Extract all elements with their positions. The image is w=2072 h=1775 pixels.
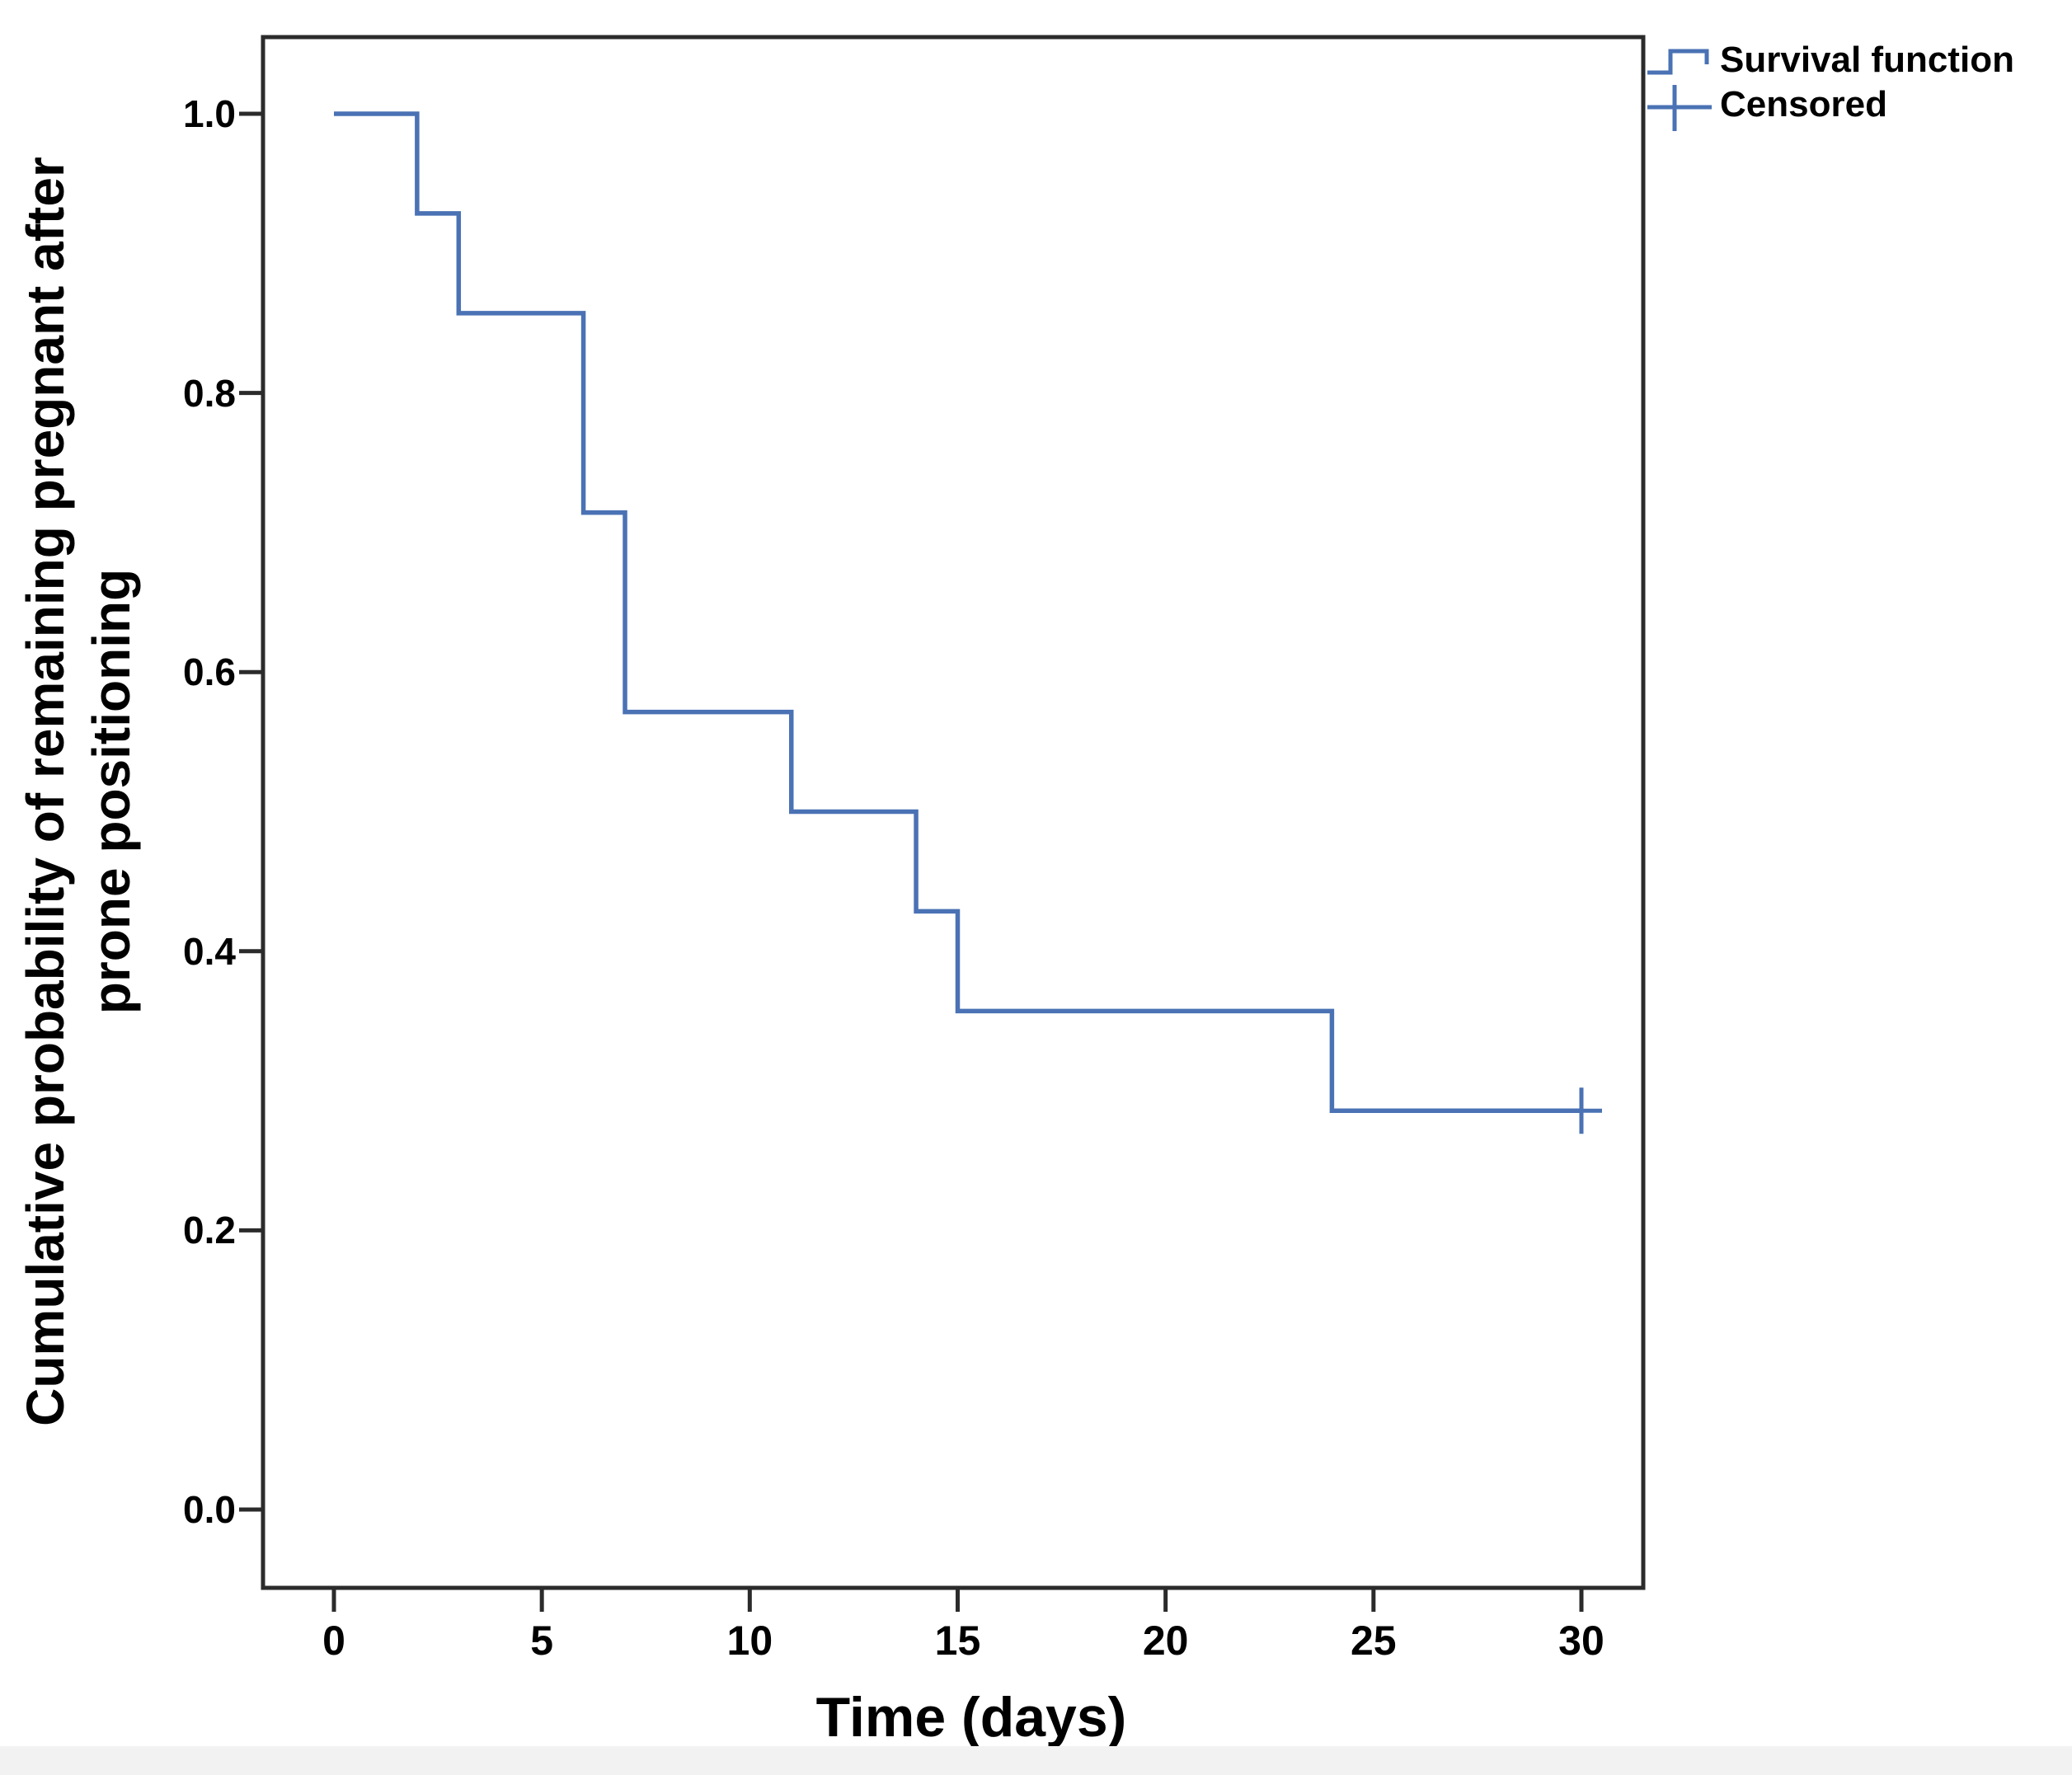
x-tick-label: 5 xyxy=(530,1618,554,1664)
y-axis-title-line2: prone positioning xyxy=(82,568,141,1015)
x-tick-label: 30 xyxy=(1558,1618,1605,1664)
x-tick-label: 25 xyxy=(1351,1618,1397,1664)
y-axis-title: Cumulative probability of remaining preg… xyxy=(12,49,153,1533)
page-bottom-strip xyxy=(0,1746,2072,1775)
y-tick-label: 0.8 xyxy=(183,371,236,415)
axis-tick-marks xyxy=(239,111,1584,1612)
x-tick-label: 0 xyxy=(322,1618,345,1664)
y-tick-label: 0.4 xyxy=(183,929,236,973)
legend-survival-line-icon xyxy=(1647,49,1709,75)
survival-curve xyxy=(334,111,1581,1114)
plot-frame xyxy=(261,35,1646,1590)
legend-censored-plus-icon xyxy=(1647,85,1712,131)
y-tick-label: 0.0 xyxy=(183,1488,236,1531)
legend-label-censored: Censored xyxy=(1720,84,1887,124)
x-axis-title: Time (days) xyxy=(815,1686,1127,1749)
y-tick-label: 0.2 xyxy=(183,1209,236,1252)
x-tick-label: 20 xyxy=(1142,1618,1189,1664)
y-tick-label: 0.6 xyxy=(183,650,236,694)
x-tick-label: 15 xyxy=(934,1618,981,1664)
y-axis-title-line1: Cumulative probability of remaining preg… xyxy=(16,157,75,1426)
x-tick-label: 10 xyxy=(726,1618,773,1664)
legend-label-survival-function: Survival function xyxy=(1720,40,2014,80)
y-tick-label: 1.0 xyxy=(183,92,236,135)
censored-mark xyxy=(1560,1087,1602,1134)
